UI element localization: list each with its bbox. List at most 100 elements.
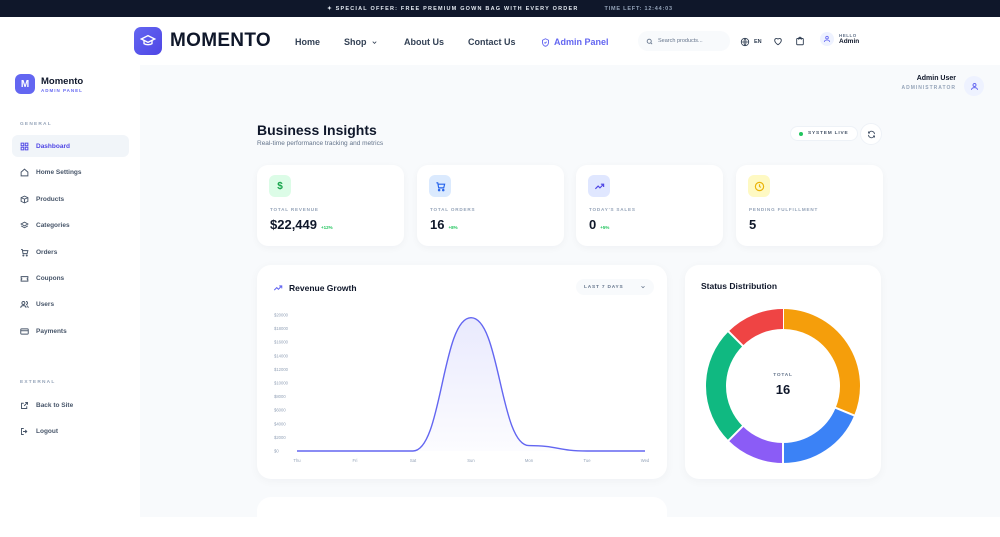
x-tick-label: Mon xyxy=(525,458,534,463)
sidebar-item-back-to-site[interactable]: Back to Site xyxy=(12,394,129,416)
nav-link-about[interactable]: About Us xyxy=(404,37,444,47)
stat-value: 0 xyxy=(589,217,597,232)
revenue-line xyxy=(297,317,645,452)
stat-change: +12% xyxy=(321,225,333,230)
status-badge: SYSTEM LIVE xyxy=(790,126,858,141)
stat-card-orders: TOTAL ORDERS 16 +8% xyxy=(417,165,564,246)
page-title: Business Insights xyxy=(257,122,377,138)
y-tick-label: $0 xyxy=(274,449,279,454)
donut-separator xyxy=(727,330,745,348)
layers-icon xyxy=(20,221,29,228)
stat-value: $22,449 xyxy=(270,217,317,232)
live-dot-icon xyxy=(799,131,803,136)
sidebar-item-label: Back to Site xyxy=(36,401,74,409)
stat-label: TOTAL ORDERS xyxy=(430,207,476,212)
stat-label: TOTAL REVENUE xyxy=(270,207,319,212)
sidebar-item-logout[interactable]: Logout xyxy=(12,420,129,442)
date-range-label: LAST 7 DAYS xyxy=(584,284,624,290)
y-tick-label: $14000 xyxy=(274,353,289,358)
y-tick-label: $16000 xyxy=(274,340,289,345)
sidebar-item-coupons[interactable]: Coupons xyxy=(12,267,129,289)
donut-slice[interactable] xyxy=(782,407,855,463)
sidebar-item-label: Payments xyxy=(36,327,67,335)
main-content: Admin User ADMINISTRATOR Business Insigh… xyxy=(140,65,1000,537)
sidebar-logo[interactable]: M xyxy=(15,74,35,94)
nav-link-shop-label: Shop xyxy=(344,37,367,47)
nav-link-admin-panel[interactable]: Admin Panel xyxy=(541,37,609,47)
sidebar-item-categories[interactable]: Categories xyxy=(12,214,129,236)
donut-slice[interactable] xyxy=(728,426,784,463)
sidebar-section-external: EXTERNAL xyxy=(20,380,56,385)
donut-total-value: 16 xyxy=(775,382,791,397)
box-icon xyxy=(20,195,29,203)
search-box[interactable] xyxy=(638,31,730,51)
y-tick-label: $4000 xyxy=(274,421,286,426)
sidebar-item-dashboard[interactable]: Dashboard xyxy=(12,135,129,157)
y-tick-label: $8000 xyxy=(274,394,286,399)
sidebar-item-label: Products xyxy=(36,195,65,203)
sidebar-title: Momento xyxy=(41,76,84,87)
y-tick-label: $20000 xyxy=(274,313,289,318)
user-menu[interactable]: HELLO Admin xyxy=(820,32,859,46)
refresh-button[interactable] xyxy=(860,123,882,145)
graduation-cap-icon xyxy=(140,34,156,46)
clock-icon xyxy=(748,175,770,197)
user-icon xyxy=(823,35,831,43)
revenue-growth-title: Revenue Growth xyxy=(289,283,357,293)
trend-icon xyxy=(273,285,283,291)
admin-panel-label: Admin Panel xyxy=(554,37,609,47)
stat-value: 16 xyxy=(430,217,445,232)
page-subtitle: Real-time performance tracking and metri… xyxy=(257,140,384,147)
sidebar-item-label: Coupons xyxy=(36,274,65,282)
nav-link-home[interactable]: Home xyxy=(295,37,321,47)
logout-icon xyxy=(21,427,28,435)
promo-offer: ✦ SPECIAL OFFER: FREE PREMIUM GOWN BAG W… xyxy=(327,5,579,12)
chevron-down-icon xyxy=(641,285,645,289)
cart-icon xyxy=(429,175,451,197)
admin-avatar[interactable] xyxy=(964,76,984,96)
ticket-icon xyxy=(20,275,29,282)
sidebar-section-general: GENERAL xyxy=(20,122,52,127)
sidebar-item-products[interactable]: Products xyxy=(12,188,129,210)
home-icon xyxy=(20,167,29,176)
bag-icon[interactable] xyxy=(795,36,805,46)
x-tick-label: Fri xyxy=(353,458,358,463)
nav-link-contact[interactable]: Contact Us xyxy=(468,37,516,47)
external-link-icon xyxy=(21,401,28,409)
x-tick-label: Sun xyxy=(467,458,475,463)
sidebar-item-label: Dashboard xyxy=(36,142,70,150)
revenue-chart: $20000 $18000 $16000 $14000 $12000 $10000 $800… xyxy=(274,313,650,464)
user-greeting: HELLO xyxy=(839,33,857,38)
stat-card-revenue: $ TOTAL REVENUE $22,449 +12% xyxy=(257,165,404,246)
grid-icon xyxy=(20,142,29,150)
top-navbar: MOMENTO Home Shop About Us Contact Us Ad… xyxy=(0,17,1000,65)
donut-slice[interactable] xyxy=(728,309,784,346)
shield-icon xyxy=(542,37,549,47)
search-input[interactable] xyxy=(658,38,728,44)
date-range-select[interactable]: LAST 7 DAYS xyxy=(576,279,654,295)
y-tick-label: $6000 xyxy=(274,408,286,413)
chevron-down-icon xyxy=(371,40,377,44)
credit-card-icon xyxy=(20,327,29,335)
sidebar-item-home-settings[interactable]: Home Settings xyxy=(12,161,129,183)
sidebar-item-orders[interactable]: Orders xyxy=(12,241,129,263)
donut-slice[interactable] xyxy=(782,309,860,416)
users-icon xyxy=(20,300,29,308)
sidebar-item-payments[interactable]: Payments xyxy=(12,320,129,342)
nav-link-shop[interactable]: Shop xyxy=(344,37,378,47)
dollar-icon: $ xyxy=(269,175,291,197)
revenue-growth-card: Revenue Growth LAST 7 DAYS $20000 $18000 $… xyxy=(257,265,667,479)
brand-name[interactable]: MOMENTO xyxy=(170,30,271,51)
brand-logo[interactable] xyxy=(134,27,162,55)
sidebar-subtitle: ADMIN PANEL xyxy=(41,88,83,93)
language-selector[interactable]: EN xyxy=(740,37,762,47)
sidebar-item-label: Categories xyxy=(36,221,70,229)
admin-user-info: Admin User ADMINISTRATOR xyxy=(902,75,956,91)
donut-slice[interactable] xyxy=(706,331,743,441)
x-tick-label: Tue xyxy=(583,458,591,463)
y-tick-label: $10000 xyxy=(274,381,289,386)
heart-icon[interactable] xyxy=(773,36,783,46)
sidebar-item-users[interactable]: Users xyxy=(12,293,129,315)
cart-icon xyxy=(21,248,29,257)
y-tick-label: $2000 xyxy=(274,435,286,440)
